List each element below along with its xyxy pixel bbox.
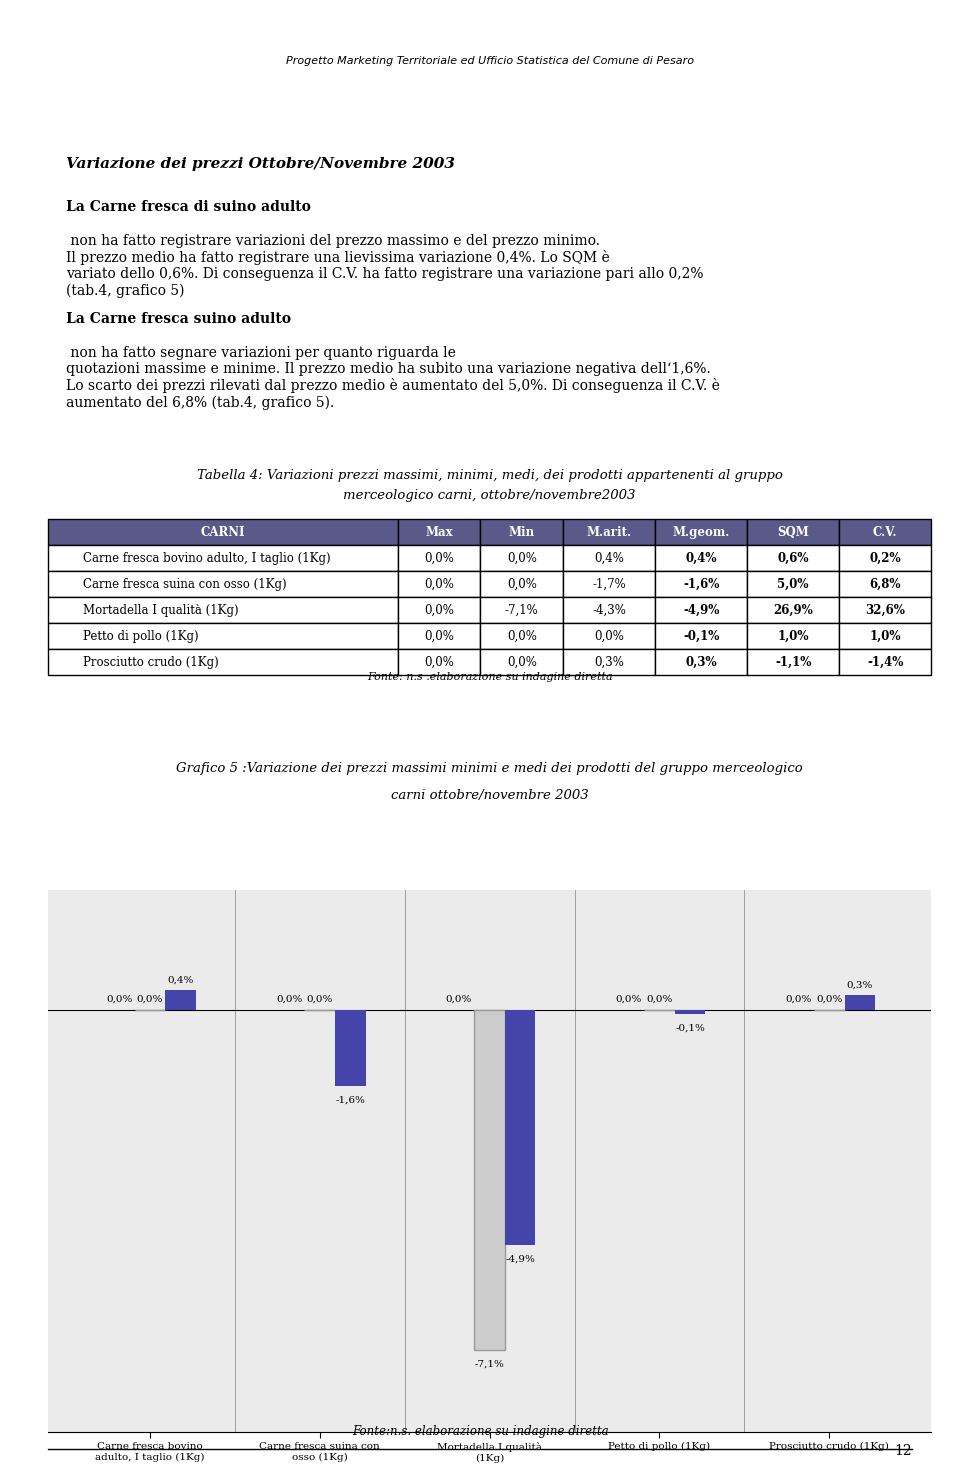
Text: La Carne fresca di suino adulto: La Carne fresca di suino adulto [65, 201, 310, 214]
Text: carni ottobre/novembre 2003: carni ottobre/novembre 2003 [391, 790, 588, 803]
Text: 0,0%: 0,0% [306, 995, 333, 1004]
Text: 0,0%: 0,0% [646, 995, 673, 1004]
Text: Progetto Marketing Territoriale ed Ufficio Statistica del Comune di Pesaro: Progetto Marketing Territoriale ed Uffic… [286, 56, 693, 65]
Text: -7,1%: -7,1% [474, 1359, 505, 1368]
Text: 0,0%: 0,0% [615, 995, 642, 1004]
Text: merceologico carni, ottobre/novembre2003: merceologico carni, ottobre/novembre2003 [344, 489, 636, 502]
Text: Fonte: n.s .elaborazione su indagine diretta: Fonte: n.s .elaborazione su indagine dir… [367, 672, 612, 682]
Text: Fonte:n.s. elaborazione su indagine diretta: Fonte:n.s. elaborazione su indagine dire… [351, 1424, 609, 1438]
Text: 0,0%: 0,0% [816, 995, 843, 1004]
Text: 0,4%: 0,4% [167, 976, 194, 984]
Text: Tabella 4: Variazioni prezzi massimi, minimi, medi, dei prodotti appartenenti al: Tabella 4: Variazioni prezzi massimi, mi… [197, 469, 782, 483]
Bar [474, 1010, 505, 1351]
Text: 0,0%: 0,0% [136, 995, 163, 1004]
Text: 12: 12 [895, 1445, 912, 1458]
Text: -4,9%: -4,9% [505, 1255, 535, 1263]
Bar [675, 1010, 706, 1014]
Text: La Carne fresca suino adulto: La Carne fresca suino adulto [65, 313, 291, 326]
Text: 0,0%: 0,0% [785, 995, 812, 1004]
Text: Grafico 5 :Variazione dei prezzi massimi minimi e medi dei prodotti del gruppo m: Grafico 5 :Variazione dei prezzi massimi… [177, 763, 803, 775]
Text: -1,6%: -1,6% [335, 1097, 365, 1106]
Bar [505, 1010, 536, 1244]
Bar [165, 990, 196, 1010]
Text: 0,3%: 0,3% [847, 980, 873, 989]
Text: 0,0%: 0,0% [276, 995, 302, 1004]
Text: 0,0%: 0,0% [445, 995, 472, 1004]
Bar [335, 1010, 366, 1086]
Text: Variazione dei prezzi Ottobre/Novembre 2003: Variazione dei prezzi Ottobre/Novembre 2… [65, 158, 455, 171]
Text: non ha fatto registrare variazioni del prezzo massimo e del prezzo minimo.
Il pr: non ha fatto registrare variazioni del p… [65, 233, 703, 298]
Text: non ha fatto segnare variazioni per quanto riguarda le
quotazioni massime e mini: non ha fatto segnare variazioni per quan… [65, 345, 720, 410]
Bar [845, 995, 876, 1010]
Text: -0,1%: -0,1% [675, 1024, 705, 1033]
Text: 0,0%: 0,0% [107, 995, 132, 1004]
